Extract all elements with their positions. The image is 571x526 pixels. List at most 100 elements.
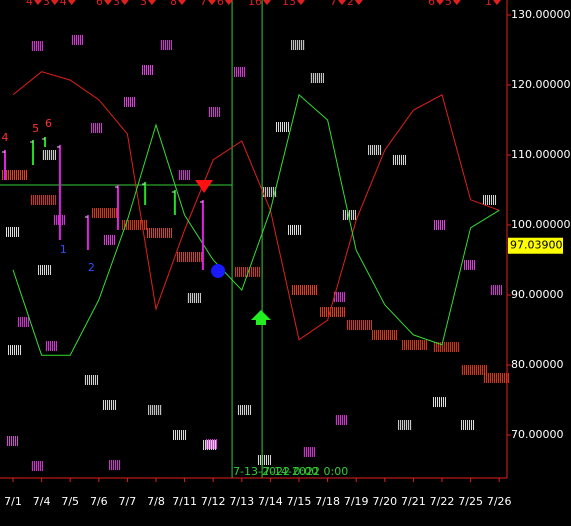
hatch-white (275, 121, 289, 132)
hatch-pink (490, 285, 502, 296)
top-label: 3♥ (140, 0, 157, 8)
x-tick-label: 7/26 (487, 495, 512, 508)
hatch-pink (7, 436, 18, 447)
top-label: 7♥6♥ (200, 0, 234, 8)
x-tick-label: 7/14 (258, 495, 283, 508)
hatch-red (292, 285, 318, 296)
hatch-white (461, 420, 475, 431)
top-label: 7♥2♥ (330, 0, 364, 8)
price-label: 97.03900 (510, 239, 563, 252)
hatch-white (257, 455, 271, 466)
hatch-pink (141, 65, 153, 76)
top-label: 6♥5♥ (428, 0, 462, 8)
hatch-white (84, 374, 98, 385)
hatch-white (368, 145, 382, 156)
hatch-pink (71, 34, 83, 45)
x-tick-label: 7/18 (315, 495, 340, 508)
hatch-red (461, 364, 487, 375)
top-label: 4♥3♥4♥ (26, 0, 77, 8)
hatch-pink (17, 317, 29, 328)
hatch-white (483, 195, 497, 206)
hatch-red (372, 329, 398, 340)
vline-label: 7-13-2022 0:00 (233, 465, 318, 478)
vline-label: 7-14-2022 0:00 (263, 465, 348, 478)
signal-dot (211, 263, 226, 278)
signal-down (195, 180, 214, 194)
hatch-white (310, 72, 324, 83)
hatch-white (42, 149, 56, 160)
hatch-pink (433, 219, 445, 230)
x-tick-label: 7/1 (4, 495, 22, 508)
x-tick-label: 7/13 (229, 495, 254, 508)
y-tick-label: 130.00000 (511, 8, 571, 21)
hatch-pink (335, 415, 347, 426)
x-tick-label: 7/21 (401, 495, 426, 508)
x-tick-label: 7/7 (119, 495, 137, 508)
signal-up (250, 310, 271, 326)
hatch-pink (109, 460, 121, 471)
wave-label: 5 (32, 122, 39, 135)
x-tick-label: 7/6 (90, 495, 108, 508)
y-tick-label: 110.00000 (511, 148, 571, 161)
price-box (508, 237, 563, 254)
wave-label: 6 (45, 117, 52, 130)
x-tick-label: 7/8 (147, 495, 165, 508)
hatch-pink (123, 96, 135, 107)
hatch-pink (31, 40, 43, 51)
x-tick-label: 7/12 (201, 495, 226, 508)
top-label: 8♥ (170, 0, 187, 8)
series-line (12, 71, 500, 341)
y-tick-label: 100.00000 (511, 218, 571, 231)
hatch-white (432, 397, 446, 408)
y-tick-label: 90.00000 (511, 288, 564, 301)
hatch-white (148, 405, 162, 416)
hatch-red (147, 227, 173, 238)
hatch-red (235, 266, 261, 277)
x-tick-label: 7/20 (372, 495, 397, 508)
x-tick-label: 7/22 (430, 495, 455, 508)
hatch-white (187, 293, 201, 304)
x-tick-label: 7/5 (61, 495, 79, 508)
hatch-white (398, 420, 412, 431)
top-label: 1♥ (485, 0, 502, 8)
hatch-red (92, 208, 118, 219)
x-tick-label: 7/4 (33, 495, 51, 508)
hatch-white (203, 440, 217, 451)
x-tick-label: 7/11 (172, 495, 197, 508)
hatch-red (402, 339, 428, 350)
hatch-pink (206, 439, 218, 450)
hatch-red (320, 307, 346, 318)
top-label: 6♥3♥ (96, 0, 130, 8)
hatch-red (346, 320, 372, 331)
hatch-white (287, 224, 301, 235)
hatch-white (392, 154, 406, 165)
hatch-red (177, 251, 203, 262)
hatch-white (38, 265, 52, 276)
x-tick-label: 7/19 (344, 495, 369, 508)
wave-label: 2 (88, 261, 95, 274)
top-label: 13♥ (282, 0, 306, 8)
x-tick-label: 7/15 (287, 495, 312, 508)
wave-label: 4 (2, 131, 9, 144)
hatch-white (237, 405, 251, 416)
hatch-pink (234, 66, 246, 77)
x-tick-label: 7/25 (458, 495, 483, 508)
series-line (12, 93, 500, 356)
hatch-red (2, 170, 28, 181)
top-label: 16♥ (248, 0, 272, 8)
hatch-white (6, 226, 19, 237)
hatch-white (291, 40, 305, 51)
y-tick-label: 80.00000 (511, 358, 564, 371)
hatch-white (102, 399, 116, 410)
y-tick-label: 120.00000 (511, 78, 571, 91)
hatch-pink (91, 122, 103, 133)
hatch-white (173, 430, 187, 441)
hatch-pink (178, 170, 190, 181)
hatch-pink (31, 461, 43, 472)
hatch-pink (303, 447, 315, 458)
hatch-pink (103, 234, 115, 245)
hatch-white (342, 209, 356, 220)
hatch-pink (45, 341, 57, 352)
